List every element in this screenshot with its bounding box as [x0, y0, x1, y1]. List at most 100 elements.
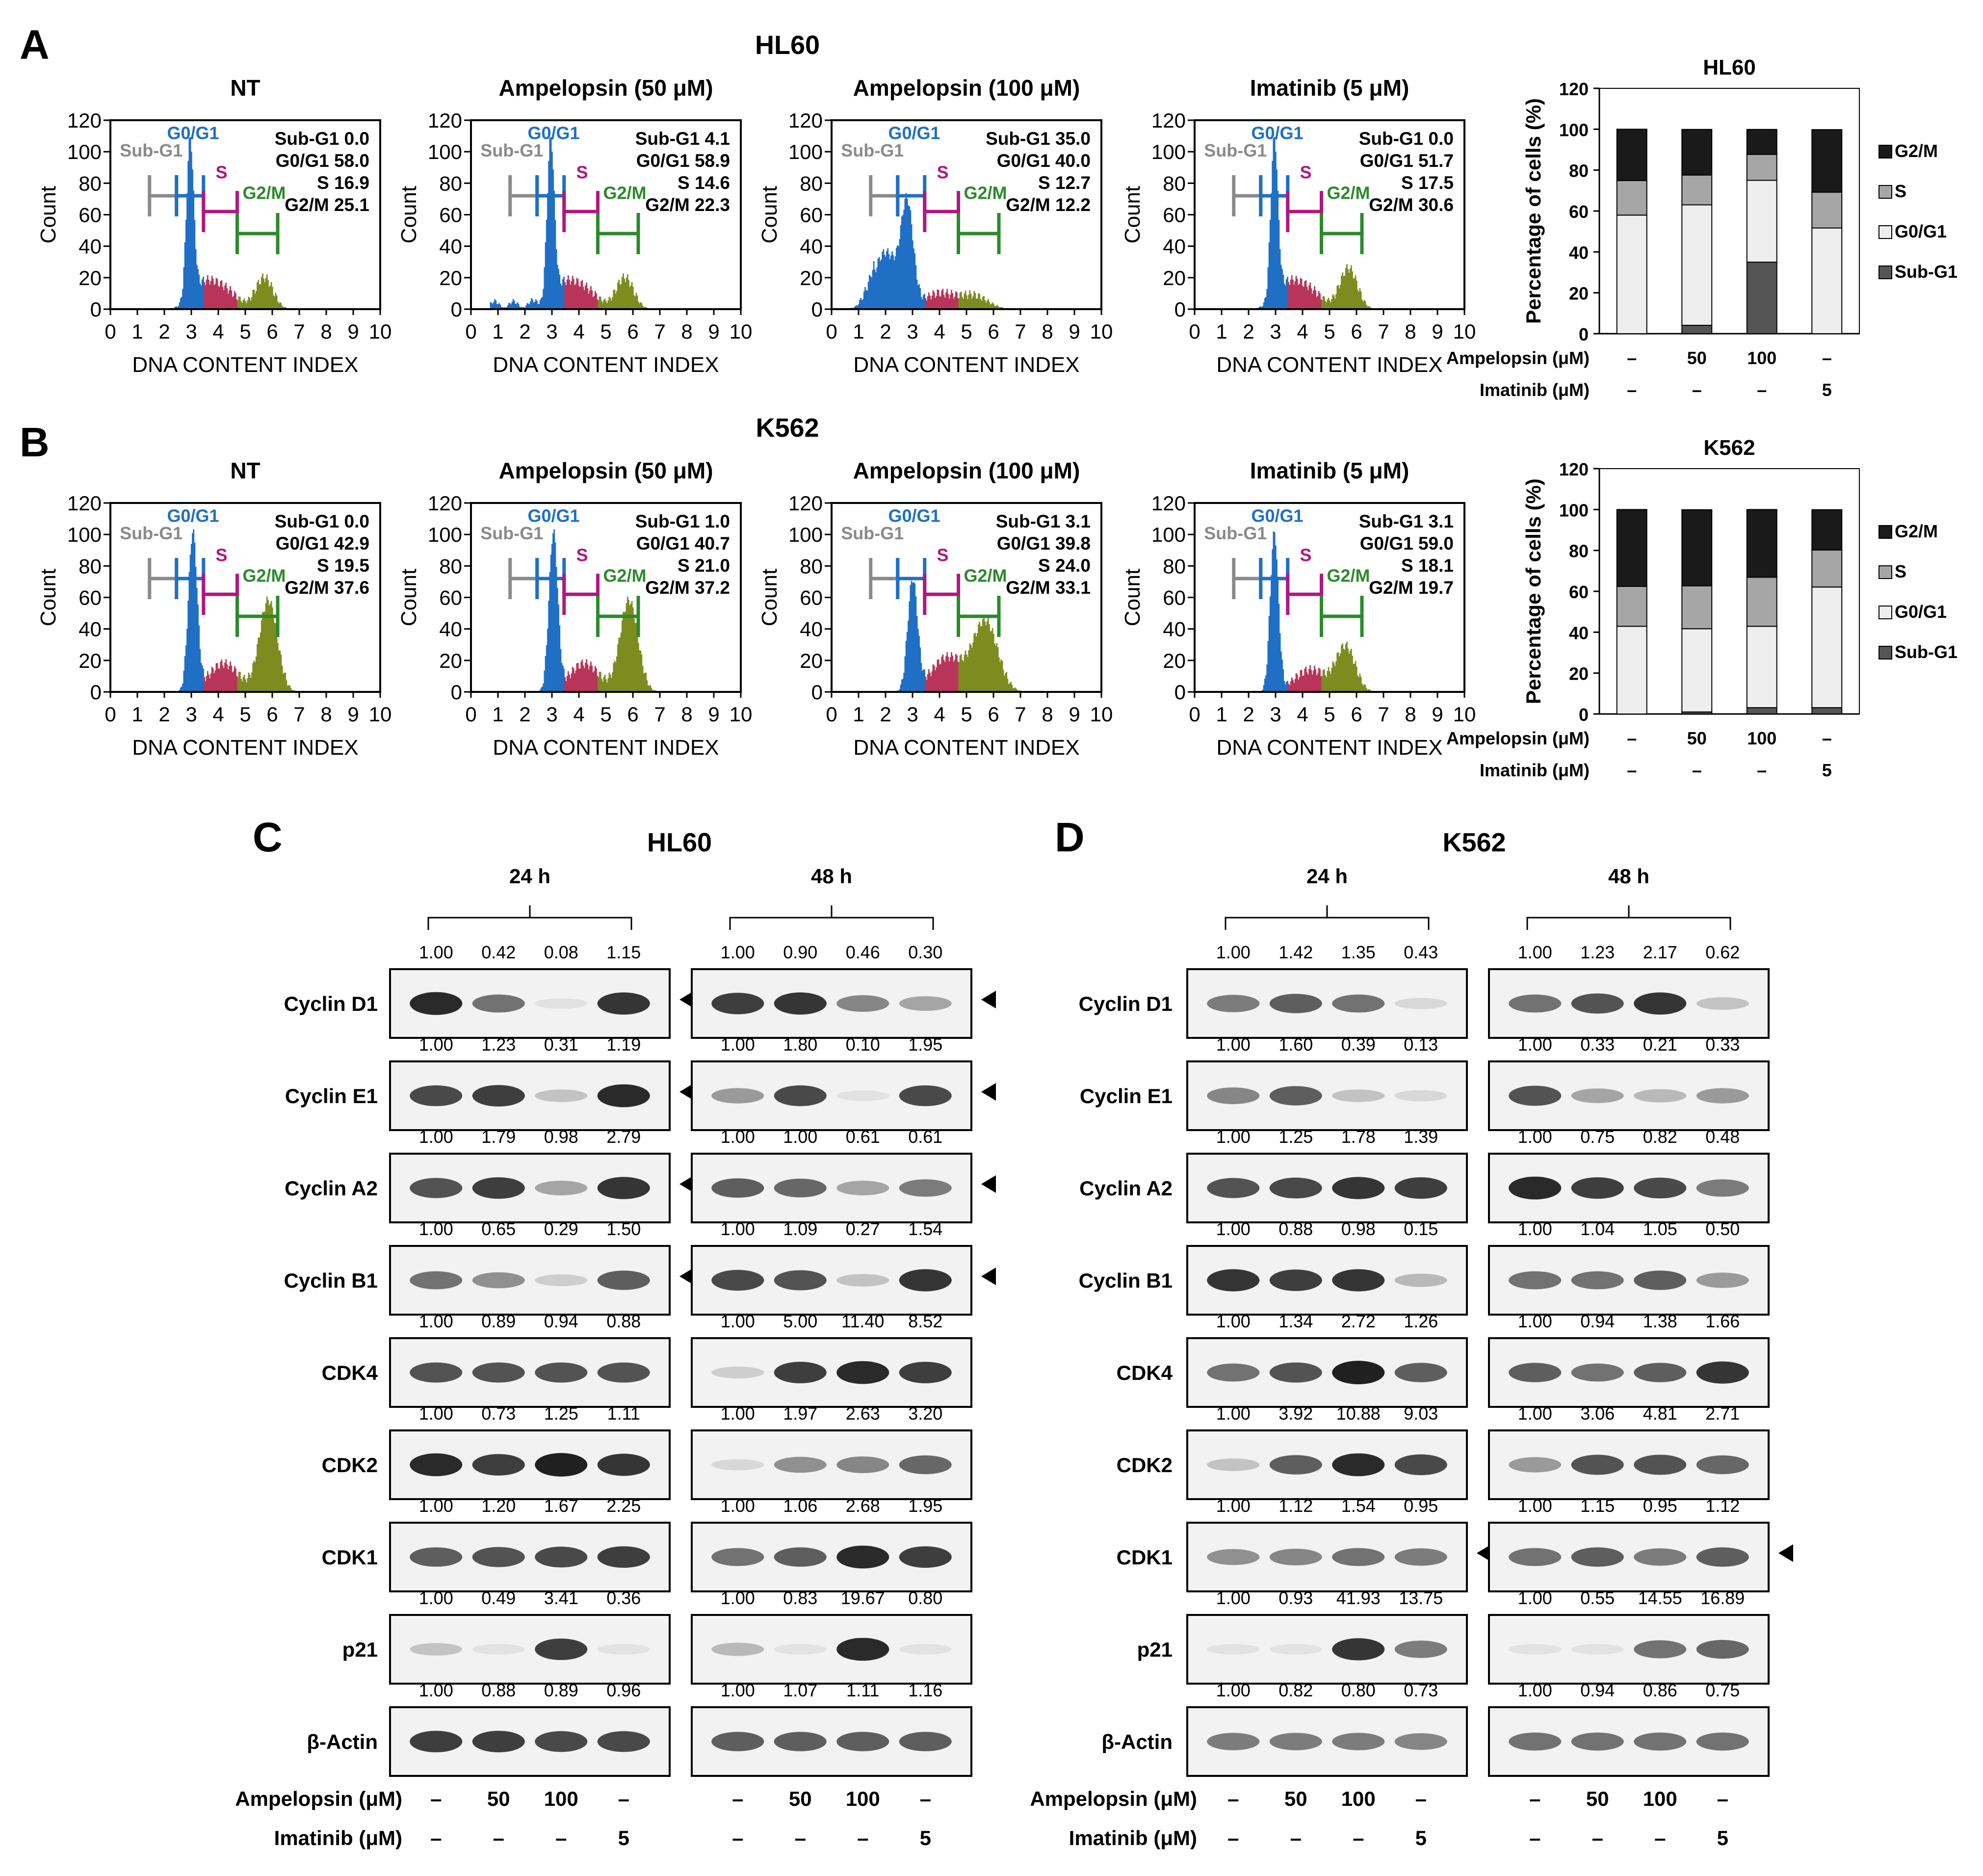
- histogram-bin: [492, 304, 494, 309]
- histogram-bin: [210, 673, 212, 692]
- x-tick-label: 2: [158, 320, 170, 343]
- histogram-bin: [986, 621, 988, 692]
- histogram-bin: [198, 274, 200, 309]
- protein-band: [1571, 993, 1624, 1014]
- histogram-bin: [1336, 653, 1338, 692]
- histogram-bin: [497, 304, 499, 309]
- phase-percentage-text: S 17.5: [1401, 173, 1454, 193]
- histogram-bin: [233, 295, 235, 309]
- y-tick-label: 100: [67, 140, 102, 163]
- protein-band: [1571, 1644, 1624, 1655]
- histogram-bin: [609, 298, 611, 309]
- histogram-bin: [924, 669, 925, 692]
- histogram-bin: [905, 640, 907, 692]
- histogram-bin: [613, 290, 615, 309]
- histogram-bin: [1294, 679, 1296, 692]
- bar-segment-g2m: [1681, 509, 1713, 586]
- protein-band: [535, 1362, 588, 1383]
- densitometry-value: 0.65: [481, 1219, 516, 1239]
- histogram-bin: [266, 274, 268, 309]
- band-arrow-icon: [981, 1175, 996, 1193]
- histogram-bin: [1354, 278, 1356, 309]
- histogram-bin: [913, 582, 914, 692]
- histogram-bin: [875, 272, 877, 309]
- densitometry-value: 2.71: [1705, 1403, 1740, 1424]
- histogram-bin: [1368, 689, 1369, 692]
- histogram-bin: [646, 680, 648, 692]
- histogram-bin: [223, 290, 225, 309]
- densitometry-value: 0.62: [1705, 942, 1740, 962]
- treatment-value: –: [430, 1826, 442, 1850]
- histogram-bin: [243, 674, 245, 692]
- histogram-bin: [1264, 678, 1266, 692]
- histogram-bin: [200, 285, 202, 309]
- histogram-bin: [266, 596, 268, 692]
- histogram-bin: [552, 169, 554, 309]
- histogram-bin: [885, 257, 887, 309]
- densitometry-value: 0.75: [1580, 1127, 1615, 1147]
- histogram-bin: [554, 542, 556, 692]
- densitometry-value: 0.82: [1279, 1680, 1313, 1700]
- histogram-bin: [1327, 299, 1329, 309]
- histogram-bin: [583, 668, 585, 692]
- flow-panel-title: Imatinib (5 μM): [1250, 75, 1409, 101]
- x-tick-label: 1: [492, 320, 503, 343]
- histogram-bin: [945, 292, 947, 309]
- x-tick-label: 7: [1378, 703, 1389, 726]
- histogram-bin: [518, 304, 520, 309]
- y-tick-label: 20: [1163, 266, 1186, 290]
- densitometry-value: 1.00: [1518, 1311, 1552, 1331]
- protein-band: [836, 1274, 889, 1287]
- histogram-bin: [601, 301, 602, 309]
- histogram-bin: [1006, 672, 1008, 692]
- histogram-bin: [635, 292, 637, 309]
- treatment-value: 5: [1717, 1826, 1728, 1850]
- histogram-bin: [522, 307, 524, 309]
- x-tick-label: 9: [1432, 703, 1443, 726]
- histogram-bin: [1277, 190, 1279, 309]
- histogram-bin: [1333, 295, 1335, 309]
- histogram-bin: [933, 665, 935, 692]
- histogram-bin: [952, 293, 954, 309]
- densitometry-value: 3.41: [544, 1588, 578, 1608]
- histogram-bin: [262, 612, 263, 692]
- protein-band: [1269, 1362, 1322, 1383]
- histogram-bin: [626, 596, 628, 692]
- histogram-bin: [985, 625, 987, 692]
- y-tick-label: 0: [90, 298, 102, 321]
- densitometry-value: 1.00: [1216, 1311, 1251, 1331]
- histogram-bin: [251, 297, 253, 309]
- histogram-bin: [964, 655, 965, 692]
- histogram-bin: [870, 276, 871, 309]
- histogram-bin: [180, 298, 182, 309]
- treatment-value: –: [795, 1826, 806, 1850]
- densitometry-value: 1.00: [419, 1219, 453, 1239]
- histogram-bin: [1366, 306, 1368, 309]
- histogram-bin: [938, 659, 939, 692]
- densitometry-value: 1.00: [1518, 1680, 1552, 1700]
- phase-percentage-text: Sub-G1 35.0: [986, 129, 1091, 149]
- histogram-bin: [871, 277, 873, 309]
- histogram-bin: [951, 290, 952, 309]
- histogram-bin: [995, 645, 997, 692]
- histogram-bin: [632, 607, 634, 692]
- histogram-bin: [878, 257, 880, 309]
- protein-band: [1634, 1270, 1687, 1290]
- histogram-bin: [219, 668, 220, 692]
- histogram-bin: [952, 656, 954, 692]
- histogram-bin: [188, 572, 190, 692]
- histogram-bin: [189, 555, 191, 692]
- y-tick-label: 20: [439, 649, 462, 672]
- histogram-bin: [1339, 653, 1341, 692]
- histogram-bin: [965, 295, 967, 309]
- histogram-bin: [856, 305, 858, 309]
- histogram-bin: [585, 662, 586, 692]
- histogram-bin: [930, 299, 932, 309]
- histogram-bin: [610, 300, 612, 309]
- gate-label-s: S: [216, 162, 228, 183]
- histogram-bin: [196, 588, 198, 692]
- histogram-bin: [1312, 290, 1314, 309]
- histogram-bin: [271, 287, 273, 309]
- histogram-bin: [1305, 666, 1307, 692]
